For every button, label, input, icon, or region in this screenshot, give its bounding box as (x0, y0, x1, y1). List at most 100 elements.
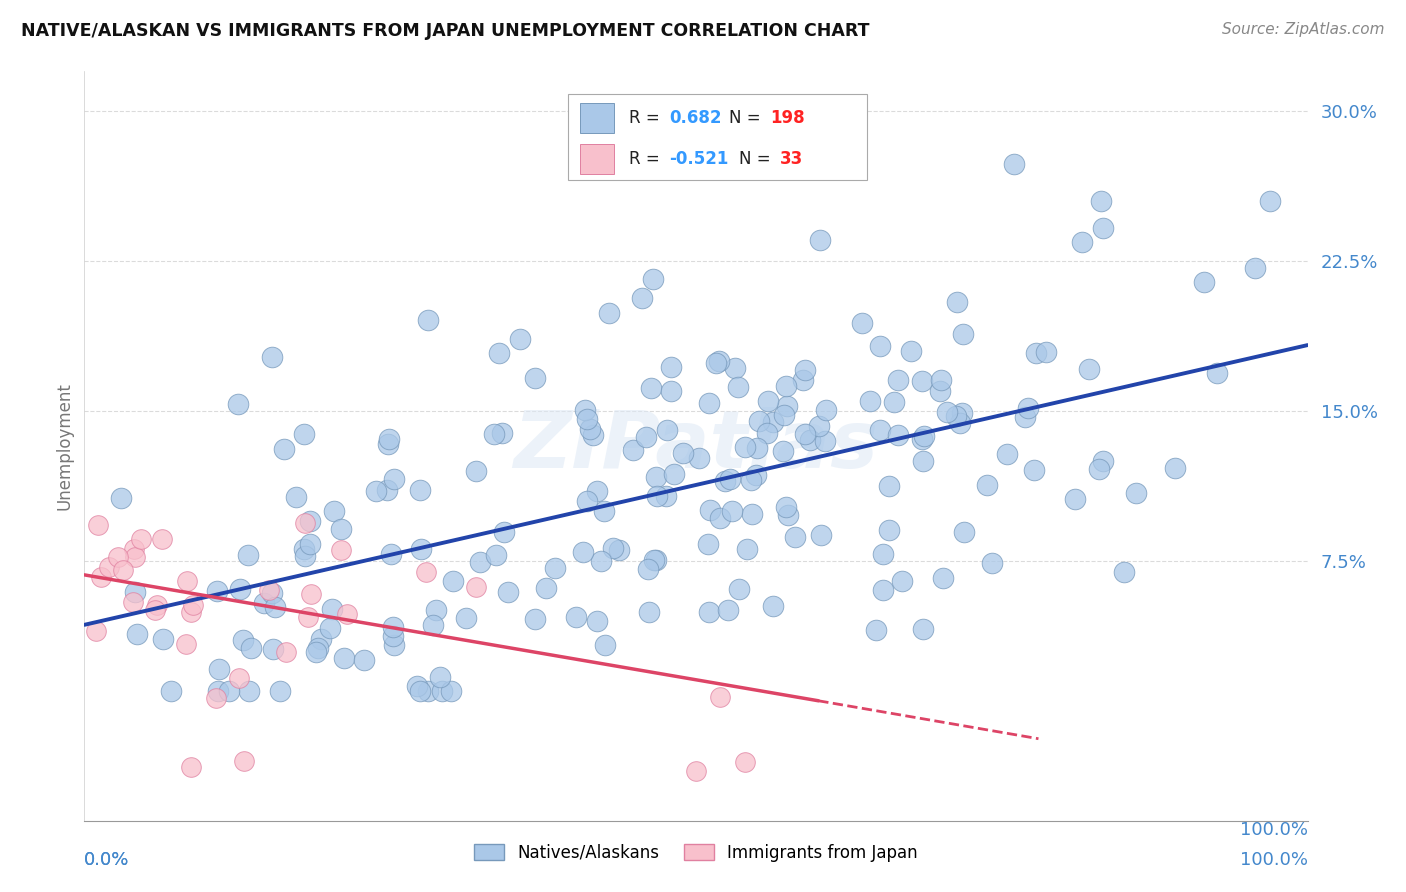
Point (143, 602, 166, 616)
Point (637, 605, 659, 619)
Point (299, 587, 322, 601)
Point (330, 542, 353, 557)
Point (1063, 491, 1085, 506)
Point (912, 453, 935, 467)
Point (709, 510, 731, 524)
Text: ZIPatlas: ZIPatlas (513, 407, 879, 485)
Point (229, 582, 252, 596)
Point (869, 423, 891, 437)
Point (180, 605, 202, 619)
Point (718, 472, 741, 486)
Point (593, 504, 616, 518)
Point (593, 638, 616, 652)
Point (709, 690, 731, 704)
Point (152, 632, 174, 646)
Point (111, 563, 134, 577)
Point (643, 553, 665, 567)
Point (122, 594, 145, 608)
FancyBboxPatch shape (579, 103, 614, 133)
Point (491, 426, 513, 441)
Point (890, 574, 912, 588)
Text: N =: N = (728, 109, 766, 127)
Point (381, 620, 404, 634)
Point (945, 409, 967, 423)
Y-axis label: Unemployment: Unemployment (55, 382, 73, 510)
Point (260, 585, 283, 599)
Text: NATIVE/ALASKAN VS IMMIGRANTS FROM JAPAN UNEMPLOYMENT CORRELATION CHART: NATIVE/ALASKAN VS IMMIGRANTS FROM JAPAN … (21, 22, 869, 40)
Point (727, 379, 749, 393)
Point (586, 615, 609, 629)
Point (107, 550, 129, 565)
Point (707, 354, 730, 368)
Point (762, 599, 785, 613)
Point (122, 541, 145, 556)
Point (598, 306, 620, 320)
Point (238, 683, 260, 698)
Point (1035, 345, 1057, 359)
Point (305, 645, 328, 659)
Point (207, 683, 229, 698)
Point (621, 442, 644, 457)
Point (264, 600, 287, 615)
Point (160, 683, 183, 698)
Point (90, 570, 112, 584)
Point (353, 653, 375, 667)
Point (534, 581, 557, 595)
Point (872, 547, 894, 561)
Point (671, 446, 693, 460)
Point (1091, 454, 1114, 468)
Point (464, 580, 486, 594)
Point (794, 363, 817, 377)
Point (1004, 157, 1026, 171)
Point (1088, 462, 1111, 476)
Legend: Natives/Alaskans, Immigrants from Japan: Natives/Alaskans, Immigrants from Japan (467, 838, 925, 869)
Point (912, 429, 935, 443)
Point (645, 553, 668, 567)
Point (1071, 235, 1094, 249)
Text: R =: R = (628, 151, 665, 169)
Point (205, 690, 228, 705)
Point (659, 359, 682, 374)
Point (745, 467, 768, 482)
Point (430, 683, 453, 698)
Point (298, 514, 321, 528)
Text: 100.0%: 100.0% (1240, 851, 1308, 869)
Point (762, 416, 785, 430)
Point (778, 508, 800, 523)
Point (87, 518, 110, 533)
Point (877, 523, 900, 537)
Point (697, 606, 720, 620)
Point (756, 393, 779, 408)
Point (375, 483, 398, 498)
Point (775, 379, 797, 393)
Point (886, 428, 908, 442)
Point (634, 430, 657, 444)
Point (84, 624, 107, 638)
Point (640, 381, 662, 395)
Point (952, 327, 974, 342)
Point (929, 384, 952, 398)
Point (183, 598, 205, 612)
Point (931, 571, 953, 585)
Point (810, 528, 832, 542)
Point (911, 432, 934, 446)
Point (336, 607, 359, 621)
Point (409, 542, 432, 557)
Point (454, 611, 477, 625)
Point (180, 760, 202, 774)
Point (405, 679, 427, 693)
Point (174, 637, 197, 651)
Text: R =: R = (628, 109, 665, 127)
Point (1022, 462, 1045, 476)
Point (176, 574, 198, 588)
Point (233, 754, 256, 768)
Point (953, 525, 976, 540)
Point (298, 537, 321, 551)
Text: 0.0%: 0.0% (84, 851, 129, 869)
Point (775, 500, 797, 514)
Point (574, 402, 596, 417)
Point (859, 393, 882, 408)
Point (697, 396, 720, 410)
Point (382, 472, 405, 486)
Point (657, 423, 679, 437)
